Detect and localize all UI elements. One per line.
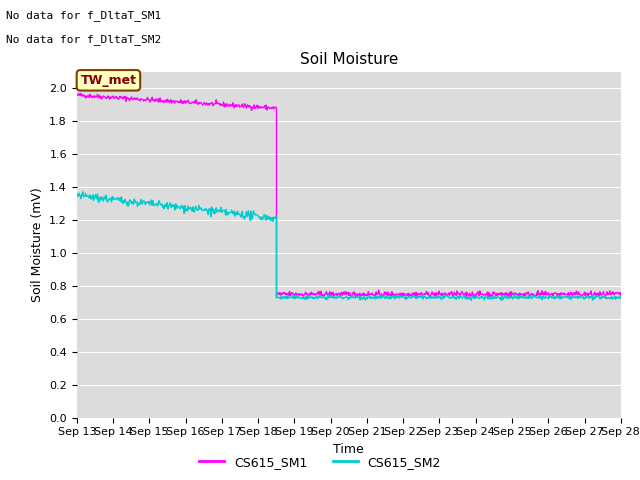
Text: No data for f_DltaT_SM1: No data for f_DltaT_SM1 xyxy=(6,10,162,21)
Text: TW_met: TW_met xyxy=(81,74,136,87)
Title: Soil Moisture: Soil Moisture xyxy=(300,52,398,67)
X-axis label: Time: Time xyxy=(333,443,364,456)
Text: No data for f_DltaT_SM2: No data for f_DltaT_SM2 xyxy=(6,34,162,45)
Y-axis label: Soil Moisture (mV): Soil Moisture (mV) xyxy=(31,187,44,302)
Legend: CS615_SM1, CS615_SM2: CS615_SM1, CS615_SM2 xyxy=(194,451,446,474)
